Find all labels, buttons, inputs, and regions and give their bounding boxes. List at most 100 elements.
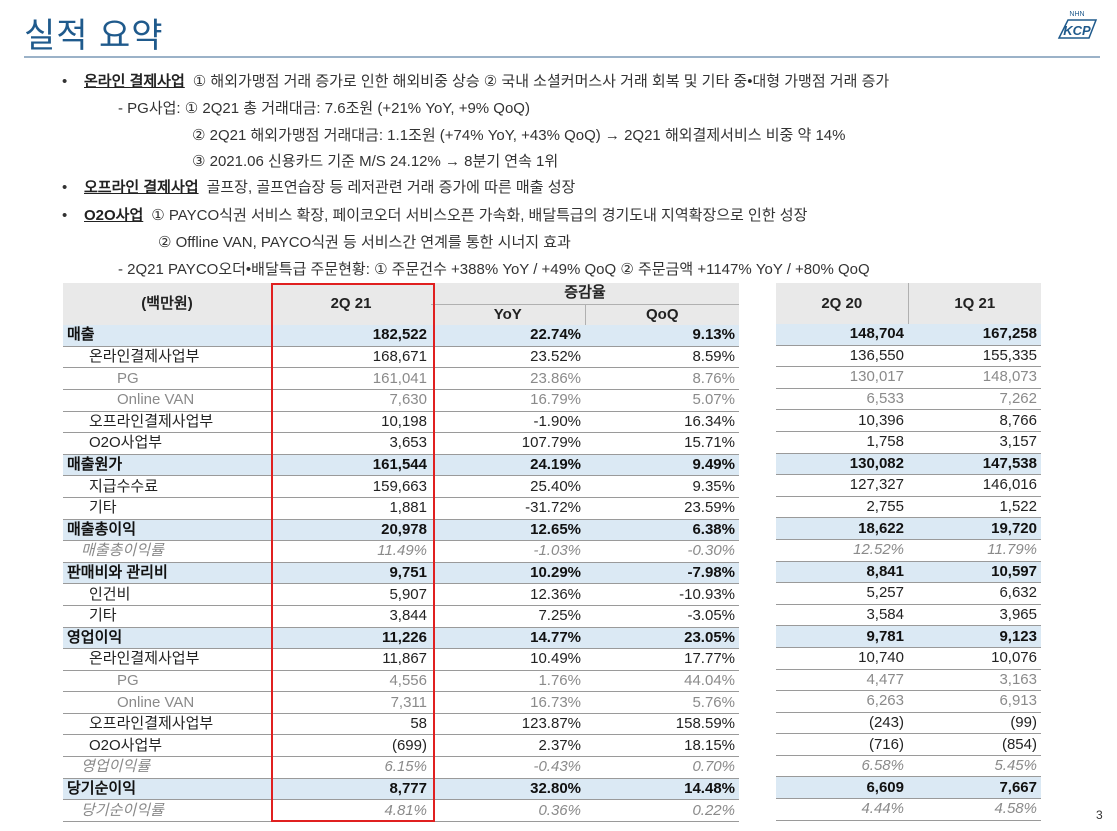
bullet-offline-text: 골프장, 골프연습장 등 레저관련 거래 증가에 따른 매출 성장 xyxy=(206,179,576,196)
prev-year-value: (716) xyxy=(776,733,908,756)
table-row: 9,781 9,123 xyxy=(776,625,1041,648)
table-row: 12.52% 11.79% xyxy=(776,539,1041,562)
table-row: 판매비와 관리비 9,751 10.29% -7.98% xyxy=(63,562,739,585)
table-row: 인건비 5,907 12.36% -10.93% xyxy=(63,583,739,606)
row-label: 기타 xyxy=(63,497,271,520)
current-value: 20,978 xyxy=(271,519,431,542)
prev-quarter-value: (854) xyxy=(908,733,1041,756)
prev-year-value: 136,550 xyxy=(776,345,908,368)
row-label: 영업이익률 xyxy=(63,756,271,779)
current-value: 11,867 xyxy=(271,648,431,671)
current-value: 7,630 xyxy=(271,389,431,412)
table-row: 1,758 3,157 xyxy=(776,431,1041,454)
row-label: PG xyxy=(63,367,271,390)
prev-year-value: 10,396 xyxy=(776,409,908,432)
table-row: 4.44% 4.58% xyxy=(776,798,1041,821)
qoq-value: 6.38% xyxy=(585,519,739,542)
current-value: 5,907 xyxy=(271,583,431,606)
qoq-value: 18.15% xyxy=(585,734,739,758)
qoq-value: 0.70% xyxy=(585,756,739,779)
current-value: 3,653 xyxy=(271,432,431,455)
current-value: (699) xyxy=(271,734,431,758)
row-label: Online VAN xyxy=(63,691,271,714)
results-table: (백만원) 2Q 21 증감율 YoY QoQ 매출 182,522 22.74% 9… xyxy=(63,283,739,822)
bullet-o2o-head: O2O사업 xyxy=(84,207,144,224)
current-value: 1,881 xyxy=(271,497,431,520)
prev-quarter-value: 8,766 xyxy=(908,409,1041,432)
row-label: 매출원가 xyxy=(63,454,271,477)
qoq-value: 44.04% xyxy=(585,670,739,693)
yoy-value: 16.79% xyxy=(431,389,585,412)
current-value: 9,751 xyxy=(271,562,431,585)
prev-quarter-value: 148,073 xyxy=(908,366,1041,389)
table-row: 6,263 6,913 xyxy=(776,690,1041,713)
prev-year-value: 5,257 xyxy=(776,582,908,605)
yoy-value: 23.52% xyxy=(431,346,585,369)
row-label: 온라인결제사업부 xyxy=(63,346,271,369)
prev-year-value: 10,740 xyxy=(776,647,908,670)
qoq-value: 0.22% xyxy=(585,799,739,822)
table-row: 당기순이익률 4.81% 0.36% 0.22% xyxy=(63,799,739,822)
prev-quarter-value: 167,258 xyxy=(908,324,1041,346)
row-label: PG xyxy=(63,670,271,693)
table-row: (243) (99) xyxy=(776,712,1041,735)
yoy-value: 32.80% xyxy=(431,778,585,801)
yoy-value: 0.36% xyxy=(431,799,585,822)
prev-year-value: 1,758 xyxy=(776,431,908,454)
row-label: 매출총이익률 xyxy=(63,540,271,563)
bullet-o2o-text: ① PAYCO식권 서비스 확장, 페이코오더 서비스오픈 가속화, 배달특급의… xyxy=(151,207,808,224)
table-row: 6,609 7,667 xyxy=(776,776,1041,800)
yoy-header: YoY xyxy=(431,304,586,326)
prev-quarter-value: 155,335 xyxy=(908,345,1041,368)
table-row: 2,755 1,522 xyxy=(776,496,1041,519)
bullet-o2o-orders: - 2Q21 PAYCO오더•배달특급 주문현황: ① 주문건수 +388% Y… xyxy=(118,261,870,278)
yoy-value: 12.65% xyxy=(431,519,585,542)
current-value: 3,844 xyxy=(271,605,431,628)
prev-year-value: 9,781 xyxy=(776,625,908,648)
yoy-value: 7.25% xyxy=(431,605,585,628)
prev-quarter-value: 3,163 xyxy=(908,669,1041,692)
qoq-value: 15.71% xyxy=(585,432,739,455)
qoq-value: 14.48% xyxy=(585,778,739,801)
table-row: 10,740 10,076 xyxy=(776,647,1041,670)
table-row: 130,017 148,073 xyxy=(776,366,1041,389)
qoq-value: 9.13% xyxy=(585,325,739,347)
prev-quarter-value: 4.58% xyxy=(908,798,1041,821)
yoy-value: 16.73% xyxy=(431,691,585,714)
comparison-table: 2Q 20 1Q 21 148,704 167,258 136,550 155,335… xyxy=(776,283,1041,821)
table-row: 127,327 146,016 xyxy=(776,474,1041,497)
table-row: 8,841 10,597 xyxy=(776,561,1041,584)
prev-year-value: 4.44% xyxy=(776,798,908,821)
prev-year-value: 12.52% xyxy=(776,539,908,562)
table-row: 6,533 7,262 xyxy=(776,388,1041,411)
qoq-value: 23.59% xyxy=(585,497,739,520)
yoy-value: -1.90% xyxy=(431,411,585,434)
qoq-value: 23.05% xyxy=(585,627,739,650)
prev-year-value: 8,841 xyxy=(776,561,908,584)
table-row: 3,584 3,965 xyxy=(776,604,1041,627)
table-row: 매출 182,522 22.74% 9.13% xyxy=(63,325,739,347)
table-row: 당기순이익 8,777 32.80% 14.48% xyxy=(63,778,739,801)
qoq-value: -10.93% xyxy=(585,583,739,606)
prev-quarter-value: 9,123 xyxy=(908,625,1041,648)
prev-year-value: 130,082 xyxy=(776,453,908,476)
prev-quarter-value: 147,538 xyxy=(908,453,1041,476)
yoy-value: 23.86% xyxy=(431,367,585,390)
qoq-value: -0.30% xyxy=(585,540,739,563)
prev-quarter-value: 3,965 xyxy=(908,604,1041,627)
prev-year-value: 4,477 xyxy=(776,669,908,692)
qoq-value: 158.59% xyxy=(585,713,739,736)
table-row: 136,550 155,335 xyxy=(776,345,1041,368)
qoq-value: 16.34% xyxy=(585,411,739,434)
row-label: 기타 xyxy=(63,605,271,628)
row-label: 당기순이익률 xyxy=(63,799,271,822)
change-header: 증감율 xyxy=(431,283,739,305)
qoq-value: 8.76% xyxy=(585,367,739,390)
yoy-value: 12.36% xyxy=(431,583,585,606)
table-row: 130,082 147,538 xyxy=(776,453,1041,476)
bullet-online-head: 온라인 결제사업 xyxy=(84,73,185,90)
unit-header: (백만원) xyxy=(63,283,271,326)
row-label: O2O사업부 xyxy=(63,432,271,455)
prev-quarter-value: 10,597 xyxy=(908,561,1041,584)
prev-quarter-value: 19,720 xyxy=(908,517,1041,540)
